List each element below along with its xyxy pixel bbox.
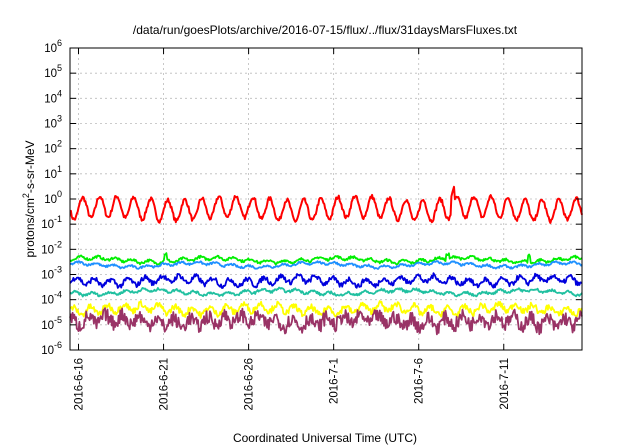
y-axis-label: protons/cm2-s-sr-MeV bbox=[21, 140, 37, 257]
y-tick-label: 102 bbox=[44, 139, 62, 156]
series-line-4 bbox=[69, 286, 583, 298]
series-line-3 bbox=[69, 272, 583, 289]
y-tick-label: 101 bbox=[44, 164, 62, 181]
x-tick-label: 2016-6-21 bbox=[159, 358, 171, 410]
series-group bbox=[69, 185, 583, 336]
x-axis-ticks: 2016-6-16 2016-6-21 2016-6-26 2016-7-1 2016-… bbox=[74, 48, 511, 410]
chart-title: /data/run/goesPlots/archive/2016-07-15/f… bbox=[133, 23, 518, 37]
x-tick-label: 2016-6-16 bbox=[74, 358, 86, 410]
series-line-1 bbox=[69, 252, 583, 266]
x-tick-label: 2016-7-1 bbox=[329, 358, 341, 404]
y-axis-label-sup: 2 bbox=[21, 193, 31, 198]
y-tick-label: 10-6 bbox=[41, 340, 62, 357]
y-tick-label: 103 bbox=[44, 114, 62, 131]
grid-lines bbox=[70, 48, 582, 350]
x-tick-label: 2016-7-11 bbox=[499, 358, 511, 410]
y-axis-ticks: 10-6 10-5 10-4 10-3 10-2 10-1 100 101 102 103 104 1… bbox=[41, 38, 582, 357]
y-axis-label-main: protons/cm bbox=[23, 198, 37, 257]
y-tick-label: 10-4 bbox=[41, 290, 62, 307]
x-tick-label: 2016-6-26 bbox=[244, 358, 256, 410]
series-line-0 bbox=[69, 185, 583, 224]
y-tick-label: 100 bbox=[44, 189, 62, 206]
series-line-2 bbox=[69, 260, 583, 270]
y-tick-label: 10-5 bbox=[41, 315, 62, 332]
y-tick-label: 104 bbox=[44, 88, 62, 105]
y-tick-label: 10-2 bbox=[41, 239, 62, 256]
x-tick-label: 2016-7-6 bbox=[414, 358, 426, 404]
y-tick-label: 10-3 bbox=[41, 265, 62, 282]
y-tick-label: 105 bbox=[44, 63, 62, 80]
series-line-5 bbox=[70, 300, 583, 319]
y-axis-label-rest: -s-sr-MeV bbox=[23, 140, 37, 193]
y-tick-label: 106 bbox=[44, 38, 62, 55]
y-tick-label: 10-1 bbox=[41, 214, 62, 231]
series-line-6 bbox=[69, 307, 583, 336]
x-axis-label: Coordinated Universal Time (UTC) bbox=[233, 431, 417, 445]
